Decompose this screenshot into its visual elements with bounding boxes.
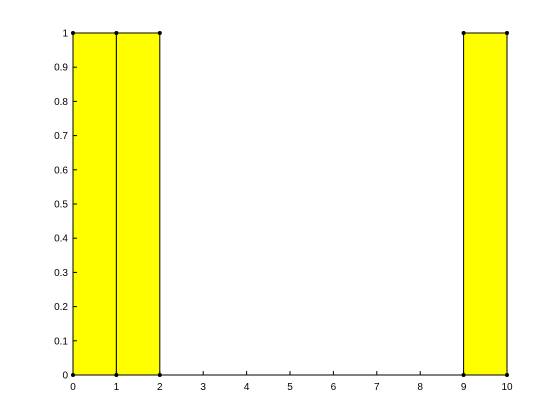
x-tick-label-5: 5 <box>287 382 293 393</box>
regions-layer <box>72 32 508 376</box>
y-tick-label-0: 0 <box>62 371 68 382</box>
y-tick-label-1: 0.1 <box>54 336 68 347</box>
y-tick-label-6: 0.6 <box>54 165 68 176</box>
x-tick-label-9: 9 <box>461 382 467 393</box>
x-tick-label-6: 6 <box>331 382 337 393</box>
y-tick-label-9: 0.9 <box>54 63 68 74</box>
vertex-marker-7 <box>461 31 466 35</box>
vertex-marker-4 <box>157 373 162 377</box>
vertex-marker-3 <box>114 31 119 35</box>
y-tick-label-7: 0.7 <box>54 131 68 142</box>
x-tick-label-7: 7 <box>374 382 380 393</box>
fill-region-0 <box>72 32 117 376</box>
fill-region-2 <box>463 32 508 376</box>
vertex-marker-1 <box>71 31 75 35</box>
x-tick-label-4: 4 <box>244 382 250 393</box>
fill-region-1 <box>115 32 161 376</box>
y-tick-label-3: 0.3 <box>54 268 68 279</box>
vertex-marker-2 <box>114 373 119 377</box>
x-tick-label-10: 10 <box>501 382 513 393</box>
x-tick-label-1: 1 <box>114 382 120 393</box>
x-tick-label-8: 8 <box>417 382 423 393</box>
x-tick-label-2: 2 <box>157 382 163 393</box>
labels-layer: 0 1 2 3 4 5 6 7 8 9 10 0 0.1 0.2 0.3 0.4 0.5 0.6 0.7 0.8 0.9… <box>54 29 513 394</box>
vertex-marker-0 <box>71 373 75 377</box>
y-tick-label-5: 0.5 <box>54 200 68 211</box>
vertex-marker-8 <box>505 373 509 377</box>
y-tick-label-4: 0.4 <box>54 234 68 245</box>
y-tick-label-2: 0.2 <box>54 302 68 313</box>
vertex-marker-9 <box>505 31 509 35</box>
vertex-marker-5 <box>157 31 162 35</box>
y-tick-label-8: 0.8 <box>54 97 68 108</box>
markers-layer <box>71 31 509 377</box>
y-tick-label-10: 1 <box>62 29 68 40</box>
vertex-marker-6 <box>461 373 466 377</box>
x-tick-label-0: 0 <box>70 382 76 393</box>
x-tick-label-3: 3 <box>200 382 206 393</box>
